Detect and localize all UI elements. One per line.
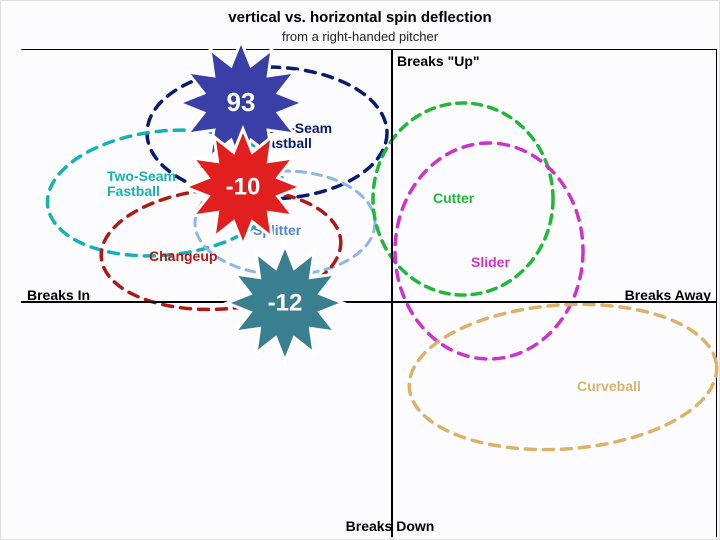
y-axis: [391, 49, 393, 537]
cutter-label: Cutter: [433, 191, 474, 206]
starburst-minus12-value: -12: [268, 289, 303, 316]
x-axis: [21, 301, 717, 303]
changeup-label: Changeup: [149, 249, 217, 264]
twoseam-fastball-label: Two-SeamFastball: [107, 169, 176, 198]
axis-label-down: Breaks Down: [31, 518, 720, 534]
axis-label-up: Breaks "Up": [397, 53, 480, 69]
starburst-minus10-value: -10: [226, 173, 261, 200]
chart-title: vertical vs. horizontal spin deflection: [1, 9, 719, 26]
slider-label: Slider: [471, 255, 510, 270]
plot-border: [21, 49, 717, 537]
curveball-label: Curveball: [577, 379, 641, 394]
axis-label-away: Breaks Away: [625, 287, 711, 303]
chart-subtitle: from a right-handed pitcher: [1, 29, 719, 44]
starburst-93-value: 93: [227, 87, 256, 117]
axis-label-in: Breaks In: [27, 287, 90, 303]
chart-frame: vertical vs. horizontal spin deflection …: [0, 0, 720, 540]
starburst-minus10: -10: [180, 124, 306, 250]
starburst-minus12: -12: [222, 240, 348, 366]
